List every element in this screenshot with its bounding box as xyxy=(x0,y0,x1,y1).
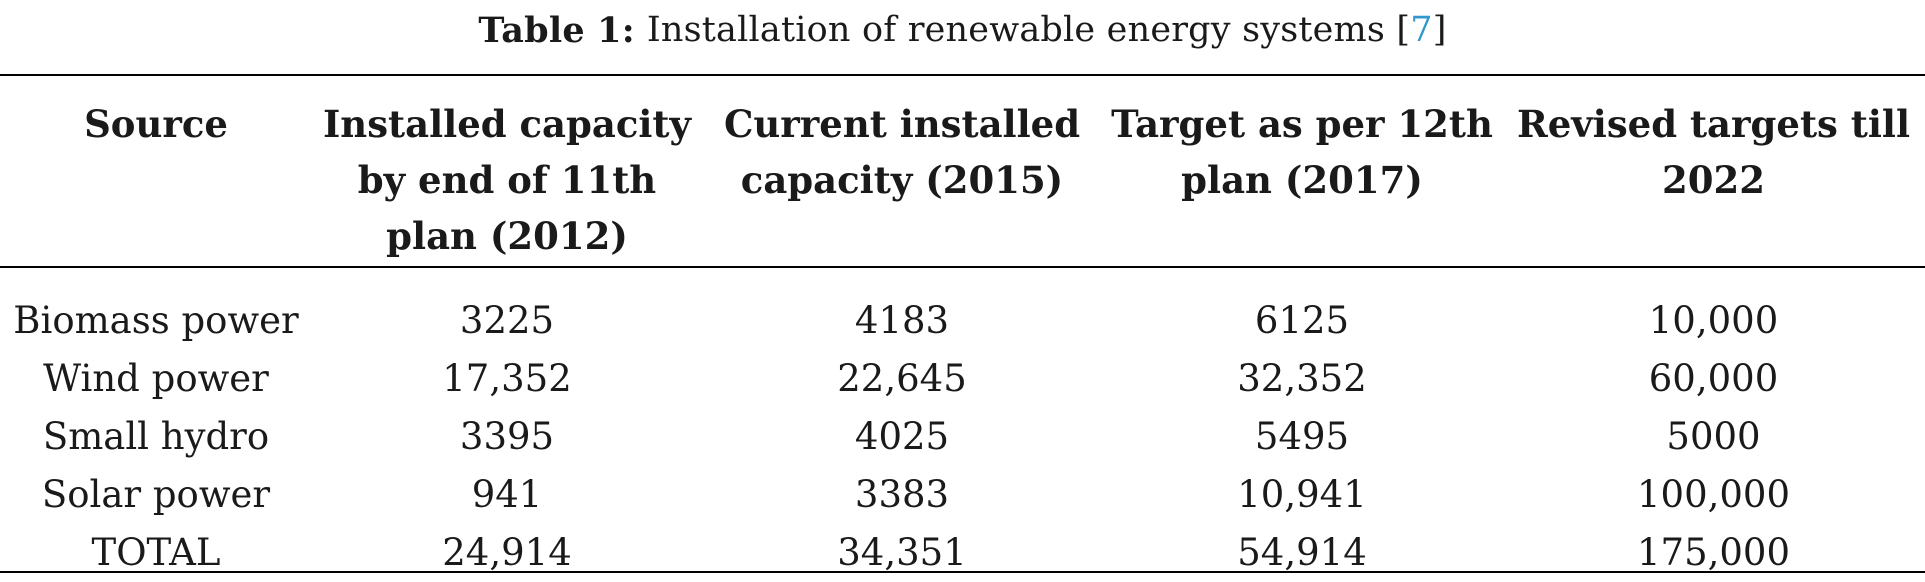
cell-value: 10,941 xyxy=(1237,473,1367,516)
cell-value: 4025 xyxy=(854,415,950,458)
cell-source: TOTAL xyxy=(91,531,221,574)
cell-value: 5000 xyxy=(1666,415,1761,458)
bottom-rule xyxy=(0,571,1925,573)
header-current-2015: Current installed capacity (2015) xyxy=(723,102,1081,202)
cell-source: Biomass power xyxy=(13,299,299,342)
cell-value: 3383 xyxy=(854,473,950,516)
cell-value: 4183 xyxy=(854,299,950,342)
header-source: Source xyxy=(84,102,228,146)
table-row: Wind power 17,352 22,645 32,352 60,000 xyxy=(0,350,1925,408)
cell-value: 17,352 xyxy=(442,357,572,400)
cell-value: 60,000 xyxy=(1648,357,1779,400)
header-rule xyxy=(0,266,1925,268)
header-installed-2012: Installed capacity by end of 11th plan (… xyxy=(322,102,692,258)
header-revised-2022: Revised targets till 2022 xyxy=(1517,102,1910,202)
cell-value: 3395 xyxy=(459,415,555,458)
cell-value: 100,000 xyxy=(1636,473,1790,516)
cell-value: 54,914 xyxy=(1237,531,1367,574)
caption-close: ] xyxy=(1432,10,1447,50)
table-row: Biomass power 3225 4183 6125 10,000 xyxy=(0,286,1925,350)
cell-value: 10,000 xyxy=(1648,299,1779,342)
cell-value: 24,914 xyxy=(442,531,572,574)
table-caption: Table 1: Installation of renewable energ… xyxy=(0,0,1925,60)
cell-value: 5495 xyxy=(1254,415,1350,458)
cell-value: 34,351 xyxy=(837,531,967,574)
cell-source: Small hydro xyxy=(42,415,270,458)
cell-value: 3225 xyxy=(459,299,555,342)
table-row: Small hydro 3395 4025 5495 5000 xyxy=(0,408,1925,466)
data-table: Source Installed capacity by end of 11th… xyxy=(0,76,1925,582)
cell-value: 941 xyxy=(471,473,543,516)
cell-value: 6125 xyxy=(1254,299,1350,342)
cell-value: 22,645 xyxy=(837,357,967,400)
cell-value: 32,352 xyxy=(1237,357,1367,400)
cell-source: Wind power xyxy=(43,357,269,400)
table-row-total: TOTAL 24,914 34,351 54,914 175,000 xyxy=(0,524,1925,582)
table-row: Solar power 941 3383 10,941 100,000 xyxy=(0,466,1925,524)
cell-value: 175,000 xyxy=(1636,531,1790,574)
caption-text: Installation of renewable energy systems… xyxy=(646,10,1411,50)
caption-label: Table 1: xyxy=(478,9,635,51)
citation-link[interactable]: 7 xyxy=(1410,10,1433,50)
cell-source: Solar power xyxy=(41,473,271,516)
header-row: Source Installed capacity by end of 11th… xyxy=(0,76,1925,286)
header-target-2017: Target as per 12th plan (2017) xyxy=(1111,102,1493,202)
top-rule xyxy=(0,74,1925,76)
